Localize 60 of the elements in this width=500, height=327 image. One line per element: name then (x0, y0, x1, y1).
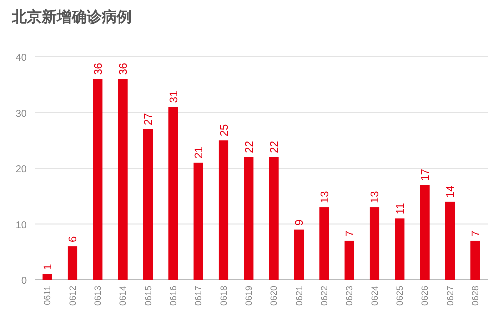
data-label: 13 (319, 191, 332, 204)
bar (168, 107, 178, 280)
x-tick-label: 0625 (394, 286, 405, 306)
data-label: 14 (445, 186, 458, 198)
data-label: 11 (394, 203, 407, 215)
data-label: 17 (420, 168, 432, 182)
data-label: 13 (370, 191, 382, 204)
x-tick-label: 0622 (319, 286, 330, 306)
y-tick-label: 30 (16, 108, 28, 120)
x-tick-label: 0613 (92, 286, 103, 306)
y-tick-label: 20 (16, 164, 28, 176)
bar (344, 240, 354, 280)
x-tick-label: 0628 (470, 286, 480, 306)
data-label: 22 (244, 141, 256, 154)
x-tick-label: 0627 (445, 286, 456, 306)
x-tick-label: 0620 (269, 286, 280, 306)
x-tick-label: 0617 (194, 286, 204, 306)
bar (244, 157, 254, 280)
bar (194, 162, 204, 280)
bar (68, 246, 78, 280)
bar (93, 79, 103, 280)
y-tick-label: 40 (16, 53, 28, 64)
y-tick-label: 10 (16, 220, 28, 232)
x-tick-label: 0621 (294, 286, 304, 306)
x-tick-label: 0624 (370, 286, 380, 306)
bar (269, 157, 279, 280)
data-label: 31 (168, 90, 180, 104)
y-tick-label: 0 (21, 276, 28, 287)
data-label: 6 (68, 236, 80, 243)
data-label: 36 (92, 63, 105, 76)
x-tick-label: 0612 (68, 286, 78, 306)
bar (370, 208, 380, 280)
data-label: 25 (218, 124, 231, 137)
x-tick-label: 0611 (42, 286, 53, 306)
data-label: 36 (118, 63, 130, 76)
x-tick-label: 0626 (420, 286, 430, 306)
bar (294, 230, 304, 280)
data-label: 27 (143, 113, 156, 126)
x-tick-label: 0619 (244, 286, 254, 306)
chart-title: 北京新增确诊病例 (11, 8, 132, 26)
x-tick-label: 0615 (143, 286, 154, 306)
data-label: 9 (294, 220, 306, 226)
bar (395, 218, 405, 280)
x-tick-label: 0623 (344, 286, 355, 306)
bar (42, 274, 52, 280)
data-label: 22 (269, 141, 282, 154)
x-tick-label: 0618 (218, 286, 229, 306)
bar (445, 202, 456, 280)
bar (143, 129, 154, 280)
bar (420, 185, 430, 280)
bar (118, 79, 128, 280)
data-label: 21 (194, 146, 206, 159)
x-tick-label: 0616 (168, 286, 178, 306)
bar (218, 140, 229, 280)
data-label: 1 (42, 264, 55, 270)
bar (320, 208, 330, 280)
data-label: 7 (344, 230, 357, 237)
x-tick-label: 0614 (118, 286, 128, 306)
data-label: 7 (470, 230, 482, 237)
bar (470, 240, 480, 280)
